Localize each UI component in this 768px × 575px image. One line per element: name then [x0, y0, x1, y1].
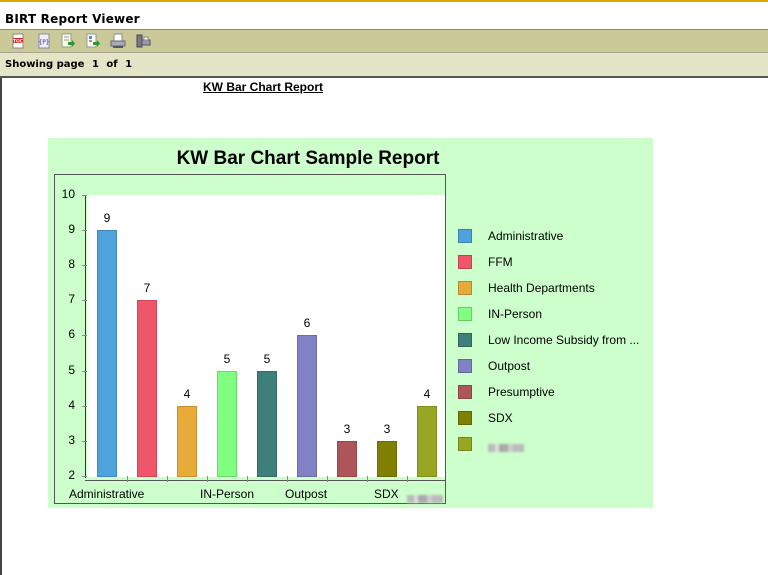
- export-report-icon: [86, 33, 100, 48]
- y-tick-label: 4: [68, 398, 75, 412]
- legend-swatch: [458, 281, 472, 295]
- x-tick: [127, 476, 128, 482]
- legend-label-redacted: [488, 440, 524, 454]
- bar-value-label: 4: [183, 387, 191, 401]
- toc-icon: TOC: [12, 33, 24, 49]
- page-of: of: [106, 59, 118, 70]
- y-tick-label: 9: [68, 222, 75, 236]
- redacted-text: [488, 443, 524, 452]
- page-status-prefix: Showing page: [5, 59, 85, 70]
- x-tick: [407, 476, 408, 482]
- y-tick: [82, 335, 87, 336]
- bar-value-label: 5: [263, 352, 271, 366]
- bar-value-label: 9: [103, 211, 111, 225]
- bar-ffm[interactable]: [137, 300, 157, 477]
- total-pages: 1: [125, 59, 133, 70]
- bar-value-label: 5: [223, 352, 231, 366]
- legend-label: SDX: [488, 411, 513, 425]
- bar-sdx[interactable]: [377, 441, 397, 477]
- bar-outpost[interactable]: [297, 335, 317, 477]
- y-tick-label: 5: [68, 363, 75, 377]
- bar-value-label: 7: [143, 281, 151, 295]
- export-data-button[interactable]: [60, 33, 76, 49]
- y-tick-label: 10: [61, 187, 75, 201]
- x-tick: [327, 476, 328, 482]
- x-tick: [247, 476, 248, 482]
- legend-label: Outpost: [488, 359, 531, 373]
- toc-button[interactable]: TOC: [10, 33, 26, 49]
- legend-label: Health Departments: [488, 281, 595, 295]
- report-content: KW Bar Chart Report KW Bar Chart Sample …: [0, 78, 768, 575]
- legend-label: Administrative: [488, 229, 564, 243]
- legend-swatch: [458, 255, 472, 269]
- y-tick-label: 2: [68, 468, 75, 482]
- report-title-link[interactable]: KW Bar Chart Report: [203, 80, 324, 94]
- svg-text:{P}: {P}: [39, 39, 50, 46]
- print-icon: [110, 33, 126, 48]
- page-navigation-bar: Showing page 1 of 1: [0, 53, 768, 78]
- y-tick: [82, 265, 87, 266]
- parameters-icon: {P}: [38, 33, 50, 49]
- x-tick-label-redacted: [407, 491, 443, 505]
- y-tick: [82, 371, 87, 372]
- legend-swatch: [458, 229, 472, 243]
- export-report-button[interactable]: [85, 33, 101, 49]
- legend-label: IN-Person: [488, 307, 543, 321]
- bar-health-departments[interactable]: [177, 406, 197, 477]
- bar-value-label: 6: [303, 316, 311, 330]
- bar-value-label: 3: [383, 422, 391, 436]
- legend-label: FFM: [488, 255, 513, 269]
- bar-low-income-subsidy[interactable]: [257, 371, 277, 477]
- x-tick: [207, 476, 208, 482]
- x-tick: [167, 476, 168, 482]
- current-page: 1: [91, 59, 99, 70]
- bar-in-person[interactable]: [217, 371, 237, 477]
- toolbar: TOC {P}: [0, 29, 768, 53]
- legend-swatch: [458, 333, 472, 347]
- legend-swatch: [458, 359, 472, 373]
- legend-swatch: [458, 437, 472, 451]
- y-tick-label: 6: [68, 327, 75, 341]
- legend-label: Low Income Subsidy from ...: [488, 333, 640, 347]
- y-tick: [82, 476, 87, 477]
- y-axis: [85, 195, 86, 478]
- bar-presumptive[interactable]: [337, 441, 357, 477]
- bar-chart: KW Bar Chart Sample Report 10 9 8 7 6 5 …: [48, 138, 653, 508]
- chart-title: KW Bar Chart Sample Report: [176, 148, 440, 169]
- app-title: BIRT Report Viewer: [5, 12, 140, 26]
- y-tick-label: 8: [68, 257, 75, 271]
- parameters-button[interactable]: {P}: [36, 33, 52, 49]
- x-tick-label: Outpost: [285, 487, 328, 501]
- svg-text:TOC: TOC: [13, 39, 24, 45]
- print-server-icon: [136, 34, 151, 48]
- legend-label: Presumptive: [488, 385, 555, 399]
- legend-swatch: [458, 411, 472, 425]
- bar-administrative[interactable]: [97, 230, 117, 477]
- y-tick: [82, 230, 87, 231]
- chart-plot-frame: 10 9 8 7 6 5 4 3 2 9 7 4 5 5 6: [54, 174, 446, 504]
- y-tick: [82, 300, 87, 301]
- export-data-icon: [61, 33, 75, 48]
- x-axis: [85, 480, 445, 481]
- top-accent-bar: [0, 0, 768, 2]
- print-server-button[interactable]: [135, 33, 151, 49]
- x-tick: [287, 476, 288, 482]
- legend-swatch: [458, 385, 472, 399]
- legend-swatch: [458, 307, 472, 321]
- redacted-text: [407, 494, 443, 503]
- x-tick-label: Administrative: [69, 487, 145, 501]
- x-tick-label: SDX: [374, 487, 399, 501]
- y-tick: [82, 441, 87, 442]
- bar-value-label: 4: [423, 387, 431, 401]
- y-tick: [82, 195, 87, 196]
- bar-redacted[interactable]: [417, 406, 437, 477]
- y-tick: [82, 406, 87, 407]
- x-tick-label: IN-Person: [200, 487, 255, 501]
- print-button[interactable]: [110, 33, 126, 49]
- x-tick: [367, 476, 368, 482]
- y-tick-label: 7: [68, 292, 75, 306]
- y-tick-label: 3: [68, 433, 75, 447]
- bar-value-label: 3: [343, 422, 351, 436]
- page-status: Showing page 1 of 1: [5, 59, 136, 70]
